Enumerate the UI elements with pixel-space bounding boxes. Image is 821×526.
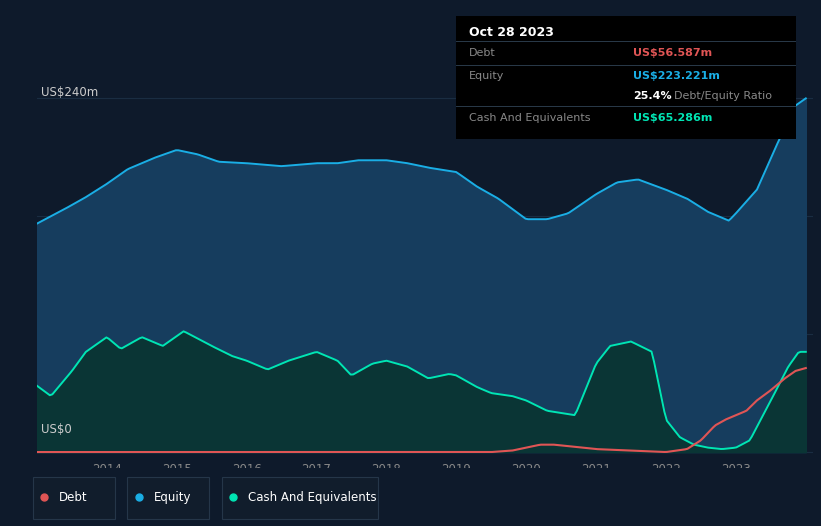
Text: Equity: Equity bbox=[470, 72, 505, 82]
Text: Debt/Equity Ratio: Debt/Equity Ratio bbox=[674, 91, 772, 101]
Text: Equity: Equity bbox=[154, 491, 191, 503]
Text: Debt: Debt bbox=[59, 491, 88, 503]
Text: US$0: US$0 bbox=[41, 423, 71, 436]
FancyBboxPatch shape bbox=[222, 478, 378, 519]
Text: Debt: Debt bbox=[470, 48, 496, 58]
Text: Oct 28 2023: Oct 28 2023 bbox=[470, 26, 554, 39]
Text: US$56.587m: US$56.587m bbox=[633, 48, 712, 58]
Text: US$240m: US$240m bbox=[41, 86, 98, 99]
Text: Cash And Equivalents: Cash And Equivalents bbox=[248, 491, 377, 503]
FancyBboxPatch shape bbox=[33, 478, 115, 519]
FancyBboxPatch shape bbox=[127, 478, 209, 519]
Text: US$223.221m: US$223.221m bbox=[633, 72, 720, 82]
Text: 25.4%: 25.4% bbox=[633, 91, 672, 101]
Text: US$65.286m: US$65.286m bbox=[633, 114, 712, 124]
Text: Cash And Equivalents: Cash And Equivalents bbox=[470, 114, 591, 124]
